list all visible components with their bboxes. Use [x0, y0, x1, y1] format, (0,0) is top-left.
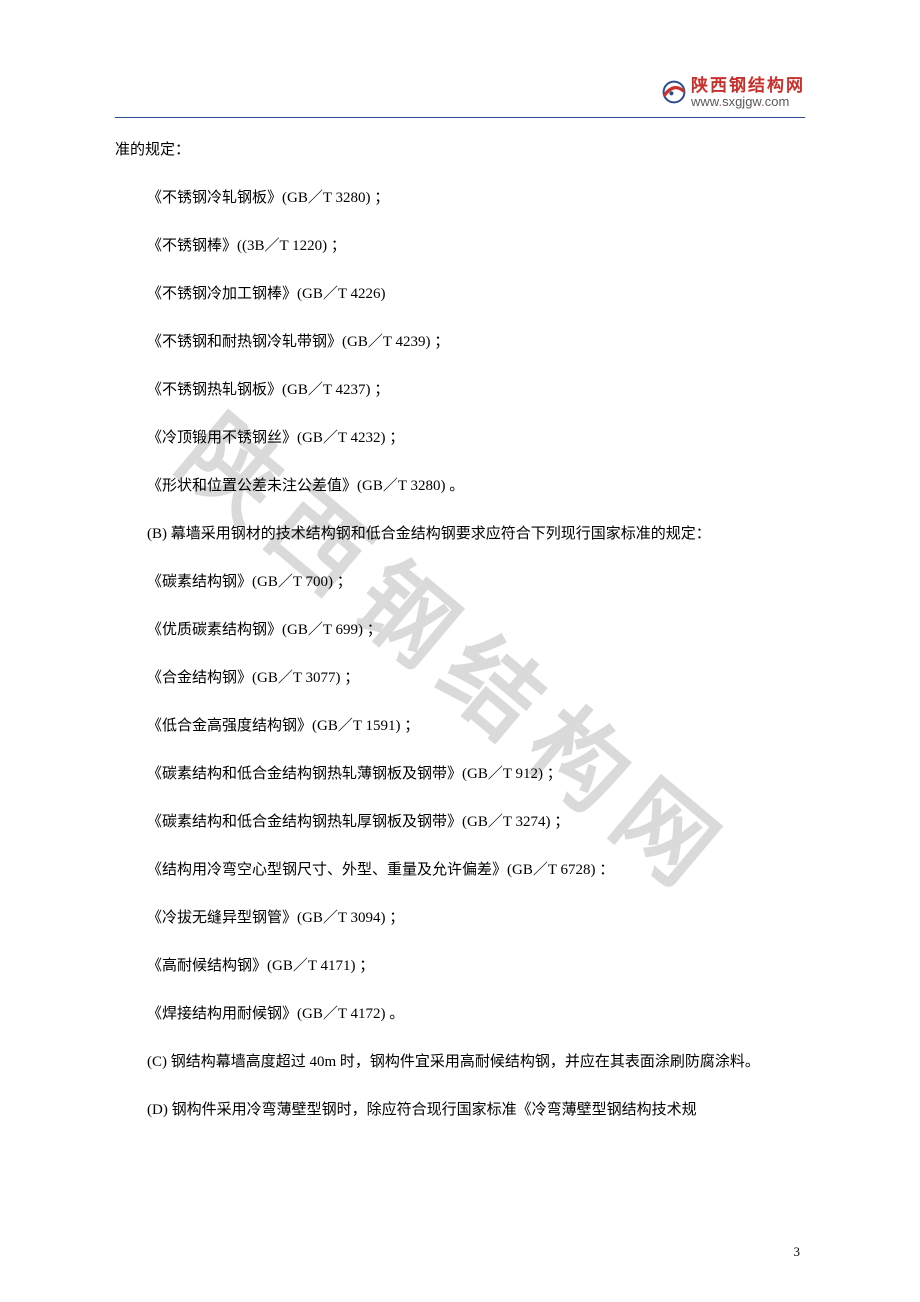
page-container: 陕西钢结构网 陕西钢结构网 www.sxgjgw.com 准的规定： 《不锈钢冷… — [0, 0, 920, 1302]
body-line: 《低合金高强度结构钢》(GB／T 1591) ； — [115, 714, 805, 738]
body-line: 《形状和位置公差未注公差值》(GB／T 3280) 。 — [115, 474, 805, 498]
body-line: 《碳素结构钢》(GB／T 700) ； — [115, 570, 805, 594]
body-line: (B) 幕墙采用钢材的技术结构钢和低合金结构钢要求应符合下列现行国家标准的规定： — [115, 522, 805, 546]
body-line: 准的规定： — [115, 138, 805, 162]
logo-cn-text: 陕西钢结构网 — [691, 77, 805, 95]
body-line: 《不锈钢冷加工钢棒》(GB／T 4226) — [115, 282, 805, 306]
body-line: 《高耐候结构钢》(GB／T 4171) ； — [115, 954, 805, 978]
body-line: 《碳素结构和低合金结构钢热轧厚钢板及钢带》(GB／T 3274) ； — [115, 810, 805, 834]
body-line: (D) 钢构件采用冷弯薄壁型钢时，除应符合现行国家标准《冷弯薄壁型钢结构技术规 — [115, 1098, 805, 1122]
logo-url-text: www.sxgjgw.com — [691, 95, 805, 109]
logo-url-www: www — [691, 94, 718, 109]
logo-icon — [661, 79, 687, 105]
body-line: 《合金结构钢》(GB／T 3077) ； — [115, 666, 805, 690]
body-line: 《焊接结构用耐候钢》(GB／T 4172) 。 — [115, 1002, 805, 1026]
body-line: 《不锈钢和耐热钢冷轧带钢》(GB／T 4239) ； — [115, 330, 805, 354]
page-header: 陕西钢结构网 www.sxgjgw.com — [115, 68, 805, 118]
body-line: (C) 钢结构幕墙高度超过 40m 时，钢构件宜采用高耐候结构钢，并应在其表面涂… — [115, 1050, 805, 1074]
body-line: 《不锈钢热轧钢板》(GB／T 4237) ； — [115, 378, 805, 402]
logo-text-block: 陕西钢结构网 www.sxgjgw.com — [691, 77, 805, 108]
body-line: 《冷拔无缝异型钢管》(GB／T 3094) ； — [115, 906, 805, 930]
body-content: 准的规定： 《不锈钢冷轧钢板》(GB／T 3280) ； 《不锈钢棒》((3B／… — [115, 138, 805, 1146]
body-line: 《结构用冷弯空心型钢尺寸、外型、重量及允许偏差》(GB／T 6728) ： — [115, 858, 805, 882]
body-line: 《优质碳素结构钢》(GB／T 699) ； — [115, 618, 805, 642]
body-line: 《不锈钢棒》((3B／T 1220) ； — [115, 234, 805, 258]
page-number: 3 — [794, 1244, 801, 1260]
body-line: 《不锈钢冷轧钢板》(GB／T 3280) ； — [115, 186, 805, 210]
logo-url-domain: sxgjgw — [722, 94, 761, 109]
logo-url-tld: com — [765, 94, 790, 109]
body-line: 《碳素结构和低合金结构钢热轧薄钢板及钢带》(GB／T 912) ； — [115, 762, 805, 786]
body-line: 《冷顶锻用不锈钢丝》(GB／T 4232) ； — [115, 426, 805, 450]
site-logo: 陕西钢结构网 www.sxgjgw.com — [661, 77, 805, 108]
